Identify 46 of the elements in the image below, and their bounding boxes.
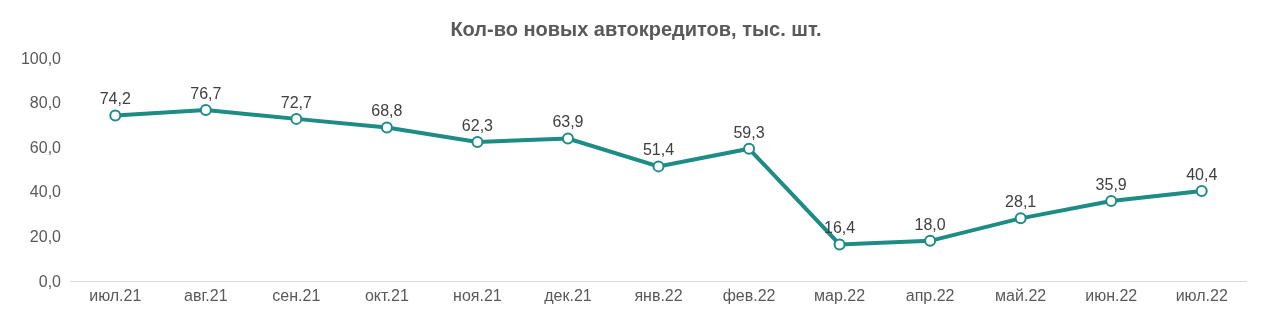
x-tick-label: июн.22 [1085,287,1138,305]
x-tick-label: окт.21 [364,287,409,305]
data-label: 40,4 [1186,165,1218,183]
y-tick-label: 40,0 [29,183,62,201]
data-label: 76,7 [190,84,222,102]
x-tick-label: мар.22 [814,287,866,305]
point [743,142,756,155]
y-tick-label: 60,0 [29,138,62,156]
x-tick-label: июл.21 [89,287,142,305]
y-tick-label: 100,0 [20,49,62,67]
x-tick-label: фев.22 [722,287,776,305]
data-label: 68,8 [371,102,403,120]
point [471,136,484,149]
data-label: 51,4 [642,141,675,159]
y-tick-label: 20,0 [29,228,62,245]
y-tick-label: 80,0 [29,94,62,112]
x-tick-label: ноя.21 [453,287,502,305]
data-label: 28,1 [1005,193,1037,211]
point [924,234,937,247]
x-tick-label: июл.22 [1175,287,1228,305]
point [1195,184,1208,197]
point [290,112,303,125]
point [833,238,846,251]
data-label: 74,2 [99,90,131,108]
point [380,121,393,134]
point [1014,212,1027,225]
point [109,109,122,122]
point [1105,194,1118,207]
data-label: 72,7 [280,93,313,111]
x-tick-label: сен.21 [272,287,321,305]
y-tick-label: 0,0 [38,272,62,290]
data-label: 35,9 [1095,175,1127,193]
point [199,103,212,116]
data-label: 18,0 [914,215,946,233]
x-tick-label: апр.22 [905,287,955,305]
point [652,160,665,173]
data-label: 62,3 [461,116,494,134]
x-tick-label: авг.21 [184,287,228,305]
x-tick-label: янв.22 [634,287,683,305]
x-tick-label: дек.21 [544,287,592,305]
x-tick-label: май.22 [995,287,1047,305]
data-label: 59,3 [733,123,765,141]
chart-title: Кол-во новых автокредитов, тыс. шт. [450,18,822,41]
data-label: 16,4 [824,219,856,237]
point [561,132,574,145]
data-label: 63,9 [552,113,584,131]
